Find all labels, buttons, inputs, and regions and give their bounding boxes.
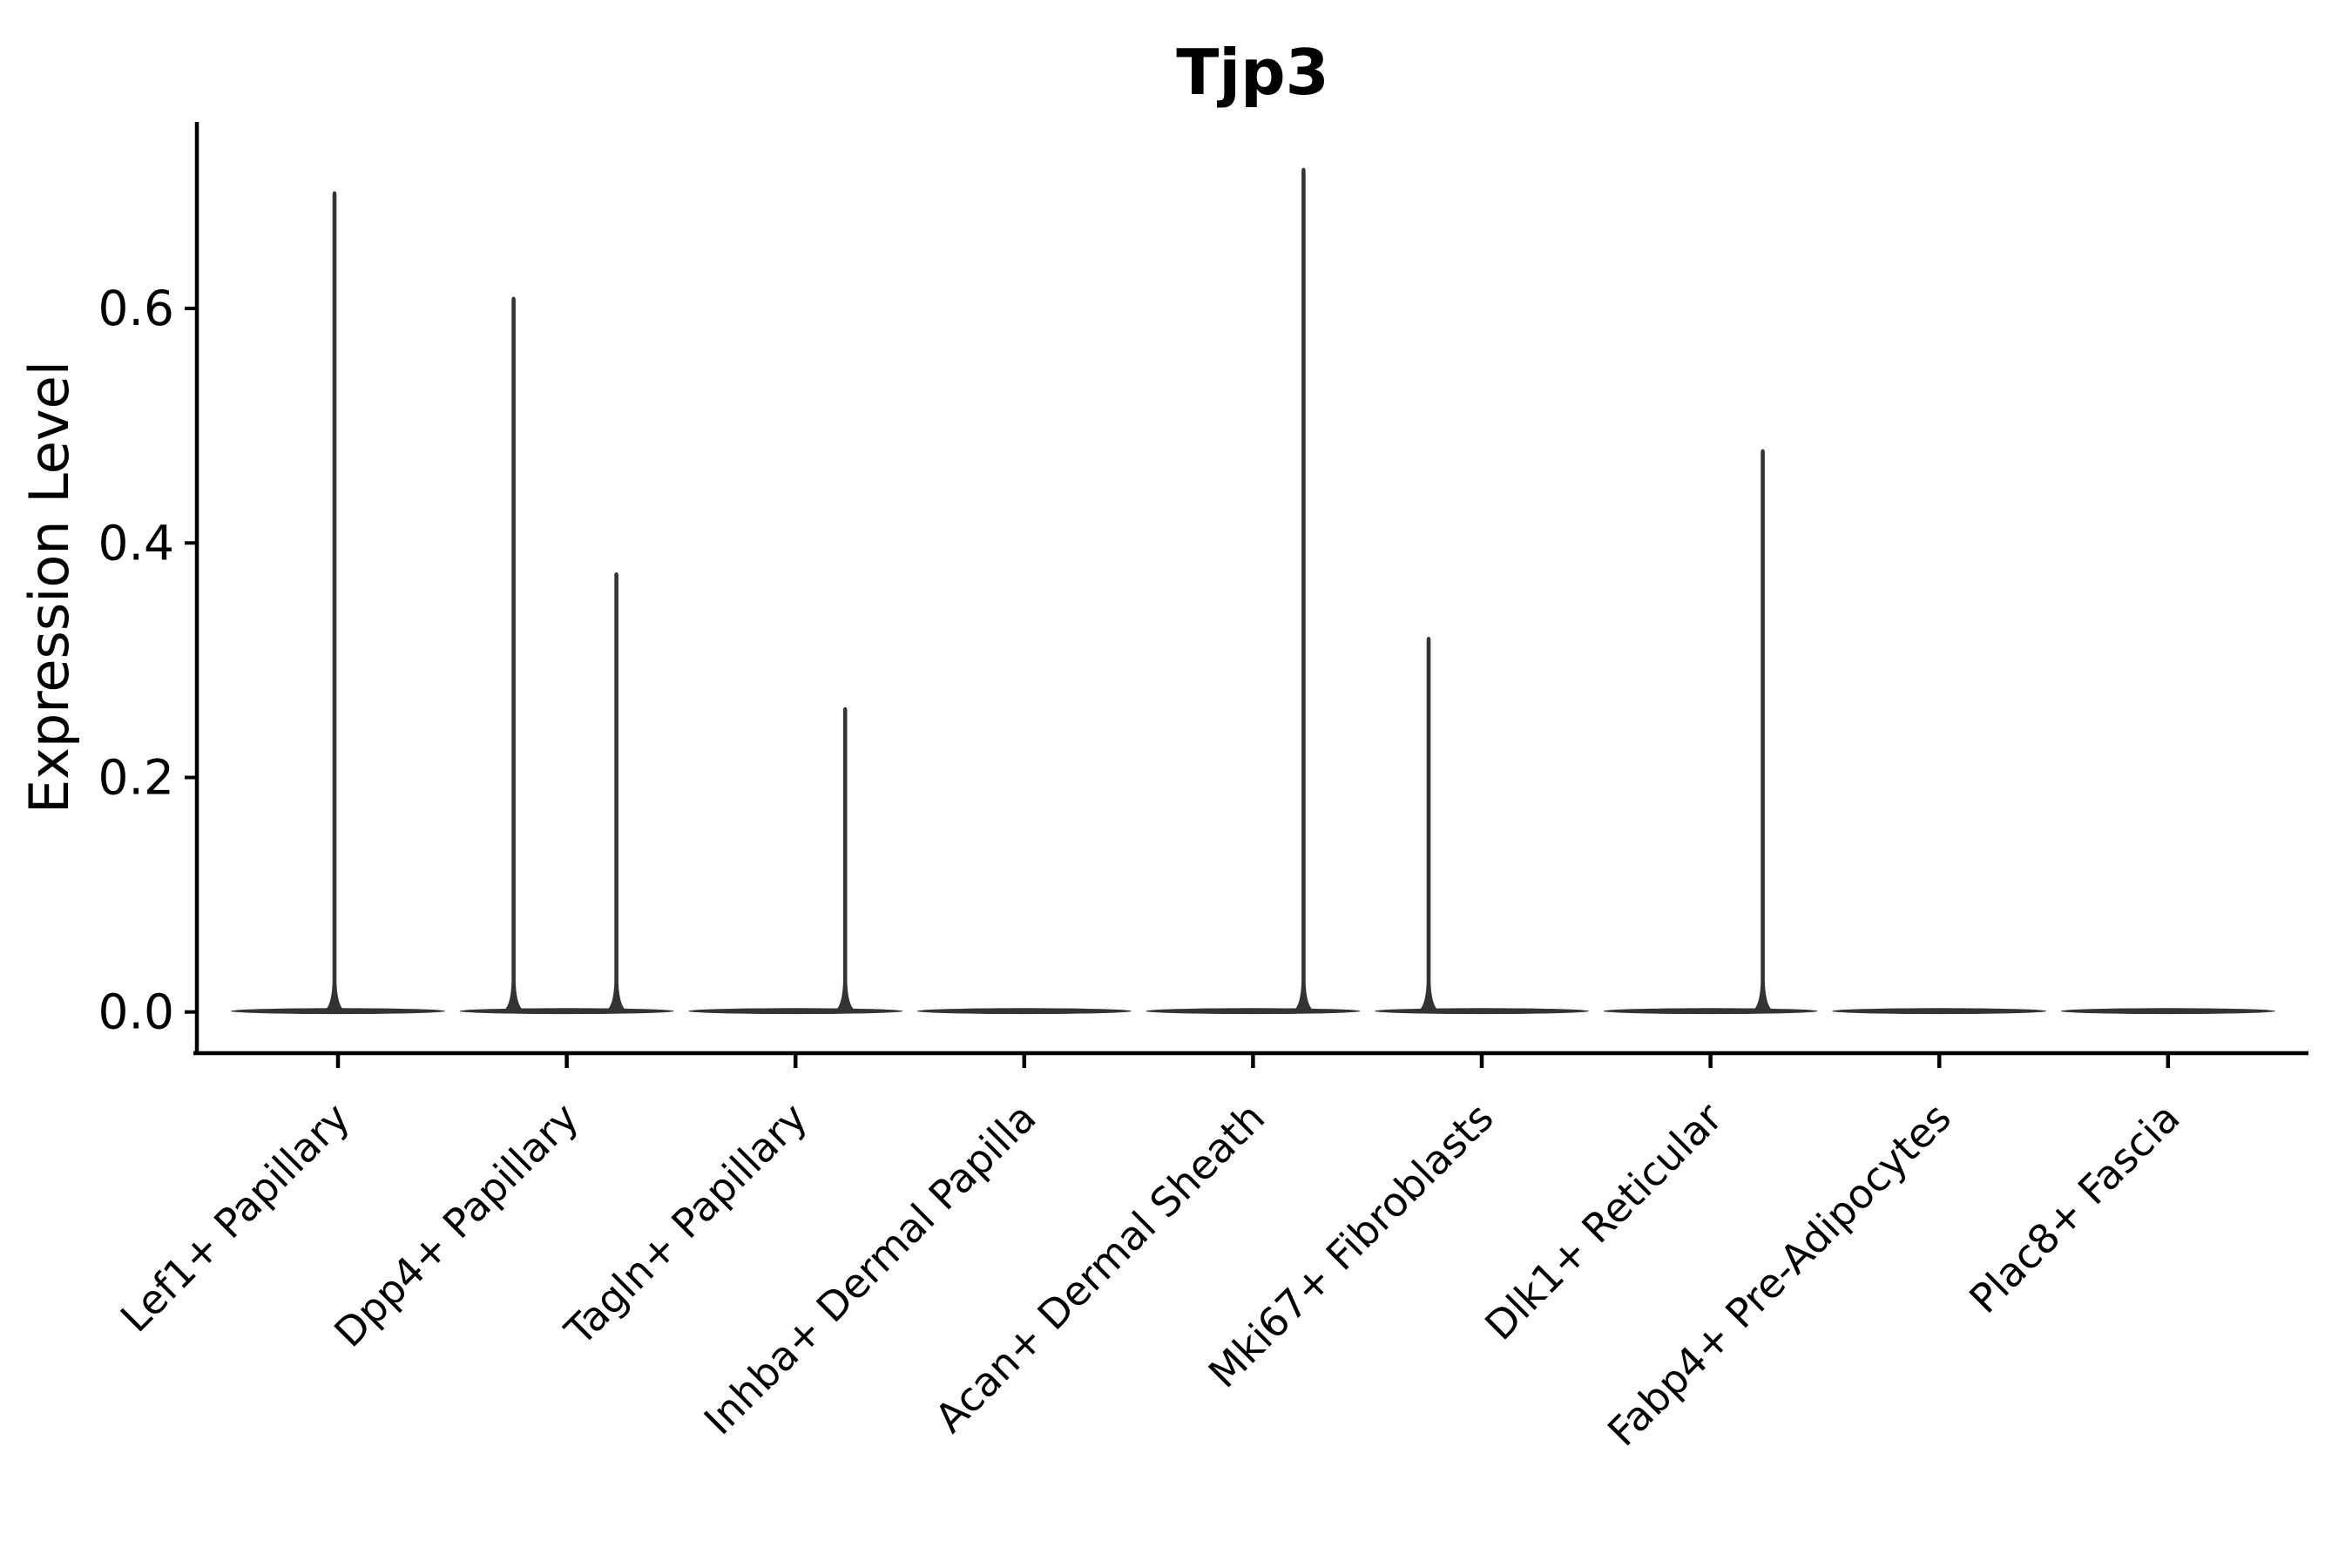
violin-spike	[835, 706, 855, 1010]
x-tick-label: Lef1+ Papillary	[112, 1094, 359, 1342]
violin-spike	[606, 571, 626, 1010]
violin-body	[459, 1008, 674, 1015]
violin-spike	[1753, 449, 1773, 1010]
x-tick-label: Dpp4+ Papillary	[325, 1094, 587, 1356]
violin-body	[1146, 1008, 1361, 1015]
violin-body	[688, 1008, 903, 1015]
y-tick-label: 0.6	[98, 280, 174, 336]
violin-body	[2060, 1008, 2275, 1015]
x-tick-label: Plac8+ Fascia	[1960, 1094, 2188, 1322]
violin-body	[1603, 1008, 1818, 1015]
x-tick-label: Tagln+ Papillary	[555, 1094, 816, 1355]
violin-body	[1375, 1008, 1589, 1015]
y-tick-label: 0.4	[98, 515, 174, 571]
y-tick-label: 0.2	[98, 750, 174, 806]
chart-title: Tjp3	[1176, 36, 1328, 109]
violin-body	[1832, 1008, 2047, 1015]
violin-spike	[504, 296, 524, 1010]
violin-body	[916, 1008, 1132, 1015]
violin-body	[231, 1008, 445, 1015]
violin-spike	[1294, 167, 1314, 1010]
violin-spike	[325, 191, 344, 1010]
y-tick-label: 0.0	[98, 984, 174, 1040]
y-axis-label: Expression Level	[17, 361, 81, 814]
x-tick-label: Dlk1+ Reticular	[1476, 1094, 1731, 1349]
violin-spike	[1419, 636, 1438, 1010]
